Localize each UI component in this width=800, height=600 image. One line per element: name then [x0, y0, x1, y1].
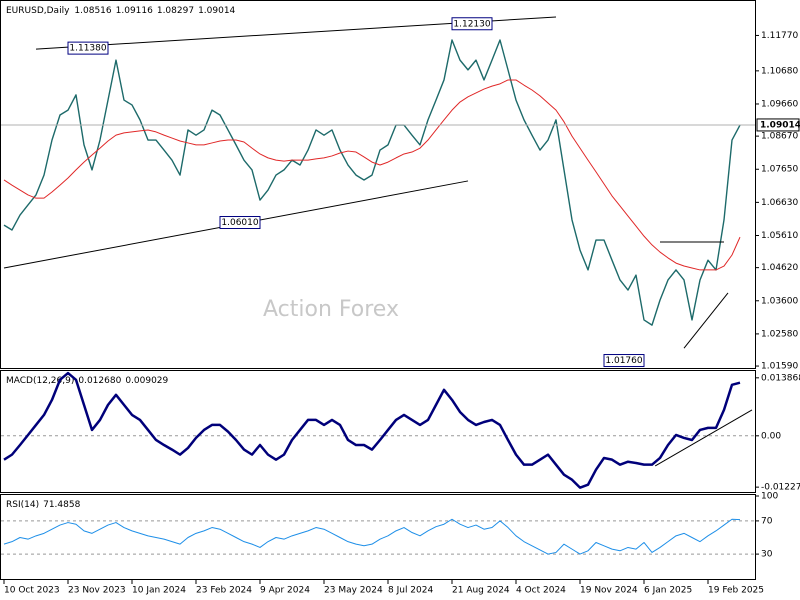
- y-tick-label: 0.013868: [761, 373, 800, 383]
- x-tick-label: 4 Oct 2024: [516, 586, 566, 596]
- x-tick-label: 9 Apr 2024: [260, 586, 310, 596]
- y-tick-label: 30: [761, 550, 773, 560]
- open: 1.08516: [74, 6, 111, 16]
- y-tick-label: 1.08670: [761, 132, 798, 142]
- annotation-box: [67, 41, 109, 55]
- y-tick-label: 1.02580: [761, 329, 798, 339]
- macd-header: MACD(12,26,9) 0.012680 0.009029: [6, 376, 169, 386]
- x-tick-label: 21 Aug 2024: [452, 586, 510, 596]
- y-tick-label: 1.04620: [761, 263, 798, 273]
- trendline: [683, 292, 729, 349]
- series-line: [3, 371, 741, 489]
- annotation-label: 1.12130: [453, 19, 490, 29]
- y-tick-label: 100: [761, 492, 778, 502]
- macd-title: MACD(12,26,9): [6, 376, 74, 386]
- rsi-title: RSI(14): [6, 500, 39, 510]
- x-tick-label: 6 Jan 2025: [644, 586, 692, 596]
- trendline: [654, 409, 753, 467]
- x-tick-label: 19 Feb 2025: [708, 586, 764, 596]
- rsi-value: 71.4858: [43, 500, 80, 510]
- y-tick-label: 0.00: [761, 431, 781, 441]
- last-price-box: [756, 118, 800, 132]
- x-tick-label: 19 Nov 2024: [580, 586, 638, 596]
- series-line: [3, 79, 741, 271]
- y-tick-label: 1.07650: [761, 165, 798, 175]
- annotation-label: 1.11380: [69, 44, 106, 54]
- annotation-box: [219, 216, 261, 230]
- y-tick-label: 1.11770: [761, 31, 798, 41]
- x-tick-label: 23 Feb 2024: [196, 586, 252, 596]
- annotation-box: [603, 354, 645, 368]
- watermark: Action Forex: [263, 297, 399, 322]
- signal-value: 0.009029: [125, 376, 168, 386]
- annotation-box: [451, 17, 493, 31]
- x-tick-label: 8 Jul 2024: [388, 586, 433, 596]
- x-tick-label: 10 Oct 2023: [4, 586, 60, 596]
- y-tick-label: 1.01590: [761, 362, 798, 372]
- y-tick-label: 1.09660: [761, 99, 798, 109]
- macd-value: 0.012680: [78, 376, 121, 386]
- y-tick-label: -0.012275: [761, 483, 800, 493]
- series-line: [3, 518, 741, 555]
- high: 1.09116: [116, 6, 153, 16]
- rsi-header: RSI(14) 71.4858: [6, 500, 81, 510]
- y-tick-label: 70: [761, 516, 773, 526]
- y-tick-label: 1.05610: [761, 231, 798, 241]
- x-tick-label: 23 May 2024: [324, 586, 383, 596]
- symbol: EURUSD,Daily: [6, 6, 70, 16]
- x-tick-label: 10 Jan 2024: [132, 586, 186, 596]
- annotation-label: 1.06010: [221, 218, 258, 228]
- price-header: EURUSD,Daily 1.08516 1.09116 1.08297 1.09014: [6, 6, 236, 16]
- series-line: [3, 39, 741, 326]
- macd-panel: [0, 370, 756, 493]
- y-tick-label: 1.06630: [761, 198, 798, 208]
- price-panel: [0, 0, 756, 369]
- last-price-label: 1.09014: [760, 120, 800, 130]
- low: 1.08297: [157, 6, 194, 16]
- annotation-label: 1.01760: [605, 356, 642, 366]
- y-tick-label: 1.03600: [761, 296, 798, 306]
- x-tick-label: 23 Nov 2023: [68, 586, 126, 596]
- rsi-panel: [0, 494, 756, 580]
- close: 1.09014: [198, 6, 235, 16]
- y-tick-label: 1.10680: [761, 66, 798, 76]
